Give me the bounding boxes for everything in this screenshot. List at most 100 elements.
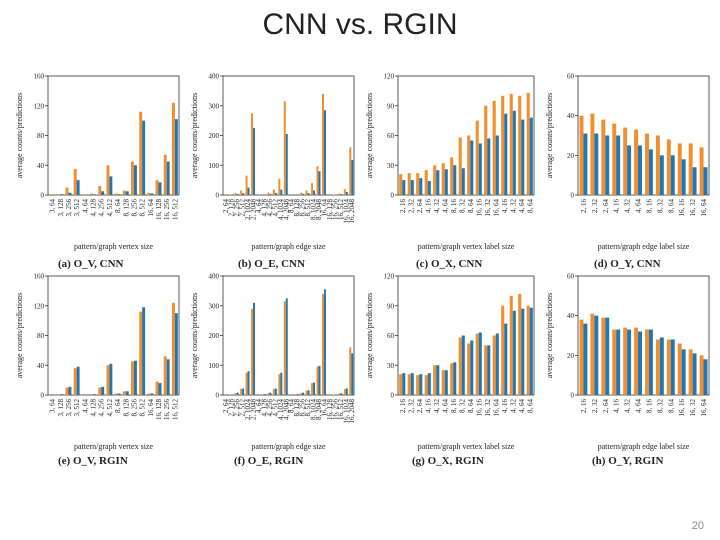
bar-e-s0-11 (139, 311, 143, 395)
x-tick-label: 4, 16 (613, 399, 621, 414)
bar-h-s0-9 (677, 343, 682, 395)
x-tick-label: 2, 64 (602, 199, 610, 214)
x-tick-label: 4, 128 (90, 399, 98, 417)
bar-a-s0-8 (114, 193, 118, 195)
x-tick-label: 2, 32 (591, 399, 599, 414)
bar-g-s0-10 (484, 345, 488, 395)
bar-b-s0-22 (343, 189, 346, 195)
x-axis-label: pattern/graph vertex size (74, 242, 154, 251)
y-axis-label: average counts/predictions (190, 93, 199, 179)
bar-f-s0-20 (332, 394, 335, 395)
bar-b-s0-15 (305, 190, 308, 195)
x-tick-label: 4, 32 (624, 399, 632, 414)
y-tick-label: 30 (387, 162, 395, 170)
bar-e-s0-8 (114, 393, 118, 395)
x-tick-label: 8, 128 (293, 399, 301, 417)
x-tick-label: 2, 2048 (250, 399, 258, 421)
bar-c-s1-12 (504, 113, 508, 195)
x-tick-label: 16, 128 (155, 199, 163, 221)
bar-c-s1-8 (470, 140, 474, 195)
x-tick-label: 4, 256 (98, 399, 106, 417)
bar-b-s1-11 (285, 134, 288, 195)
bar-f-s1-2 (236, 392, 239, 395)
bar-d-s1-0 (583, 133, 588, 195)
x-tick-label: 2, 256 (233, 199, 241, 217)
y-axis-label: average counts/predictions (15, 293, 24, 379)
x-tick-label: 8, 16 (450, 399, 458, 414)
x-tick-label: 8, 16 (450, 199, 458, 214)
y-tick-label: 120 (34, 302, 45, 310)
bar-c-s0-4 (433, 165, 437, 195)
bar-f-s1-13 (296, 394, 299, 395)
bar-d-s0-11 (699, 147, 704, 195)
y-tick-label: 80 (37, 332, 45, 340)
bar-d-s0-7 (655, 135, 660, 195)
x-tick-label: 2, 1024 (244, 199, 252, 221)
bar-e-s1-11 (142, 307, 146, 395)
caption-f: (f) O_E, RGIN (234, 455, 304, 467)
x-tick-label: 4, 16 (613, 199, 621, 214)
bar-a-s1-2 (68, 192, 72, 195)
x-tick-label: 16, 512 (337, 199, 345, 221)
bar-b-s1-2 (236, 194, 239, 195)
bar-a-s0-7 (106, 165, 110, 195)
bar-g-s0-11 (492, 335, 496, 395)
bar-c-s0-12 (501, 95, 505, 195)
bar-h-s1-8 (670, 339, 675, 395)
y-tick-label: 400 (209, 73, 220, 81)
bar-b-s1-4 (247, 187, 250, 195)
x-tick-label: 8, 512 (139, 199, 147, 217)
bar-d-s0-0 (579, 115, 584, 195)
page-number: 20 (691, 520, 704, 532)
bar-d-s1-8 (670, 155, 675, 195)
bar-e-s0-9 (122, 391, 126, 395)
x-tick-label: 8, 32 (458, 199, 466, 214)
chart-panel-f: 0 100 200 300 400 average counts/predictions 2… (185, 270, 360, 455)
x-tick-label: 16, 128 (326, 399, 334, 421)
x-tick-label: 8, 2048 (315, 399, 323, 421)
bar-f-s0-9 (272, 389, 275, 395)
x-tick-label: 4, 16 (501, 199, 509, 214)
bar-a-s0-3 (73, 168, 77, 195)
x-tick-label: 4, 128 (90, 199, 98, 217)
x-tick-label: 8, 512 (139, 399, 147, 417)
bar-g-s1-8 (470, 340, 474, 395)
bar-d-s1-10 (692, 167, 697, 195)
caption-c: (c) O_X, CNN (416, 258, 483, 270)
chart-svg-g: 0 30 60 90 120 average counts/predictions 2, 1… (365, 273, 535, 451)
bar-e-s1-2 (68, 386, 72, 395)
x-tick-label: 8, 64 (526, 199, 534, 214)
bar-b-s1-8 (269, 194, 272, 195)
x-tick-label: 8, 2048 (315, 199, 323, 221)
x-axis-label: pattern/graph vertex label size (418, 442, 515, 451)
x-tick-label: 2, 32 (591, 199, 599, 214)
x-tick-label: 4, 64 (81, 199, 89, 214)
bar-g-s1-0 (402, 373, 406, 395)
bar-b-s1-3 (242, 193, 245, 195)
bar-h-s0-2 (601, 317, 606, 395)
bar-f-s1-20 (334, 394, 337, 395)
bar-c-s1-2 (419, 178, 423, 195)
x-tick-label: 16, 512 (171, 199, 179, 221)
bar-f-s0-17 (316, 366, 319, 395)
bar-d-s0-1 (590, 113, 595, 195)
x-tick-label: 16, 128 (326, 199, 334, 221)
y-tick-label: 120 (384, 273, 395, 281)
x-axis-label: pattern/graph edge size (251, 442, 326, 451)
bar-h-s0-11 (699, 355, 704, 395)
bar-c-s0-13 (509, 93, 513, 195)
y-tick-label: 20 (567, 352, 575, 360)
caption-a: (a) O_V, CNN (58, 258, 124, 270)
bar-e-s0-15 (171, 302, 175, 395)
bar-h-s0-5 (634, 327, 639, 395)
y-axis-label: average counts/predictions (15, 93, 24, 179)
bar-f-s0-8 (267, 392, 270, 395)
bar-h-s1-1 (594, 315, 599, 395)
x-tick-label: 2, 64 (602, 399, 610, 414)
x-tick-label: 16, 64 (492, 399, 500, 417)
bar-g-s1-12 (504, 323, 508, 395)
bar-a-s0-0 (49, 194, 53, 195)
bar-g-s1-11 (495, 333, 499, 395)
bar-b-s0-11 (283, 101, 286, 195)
